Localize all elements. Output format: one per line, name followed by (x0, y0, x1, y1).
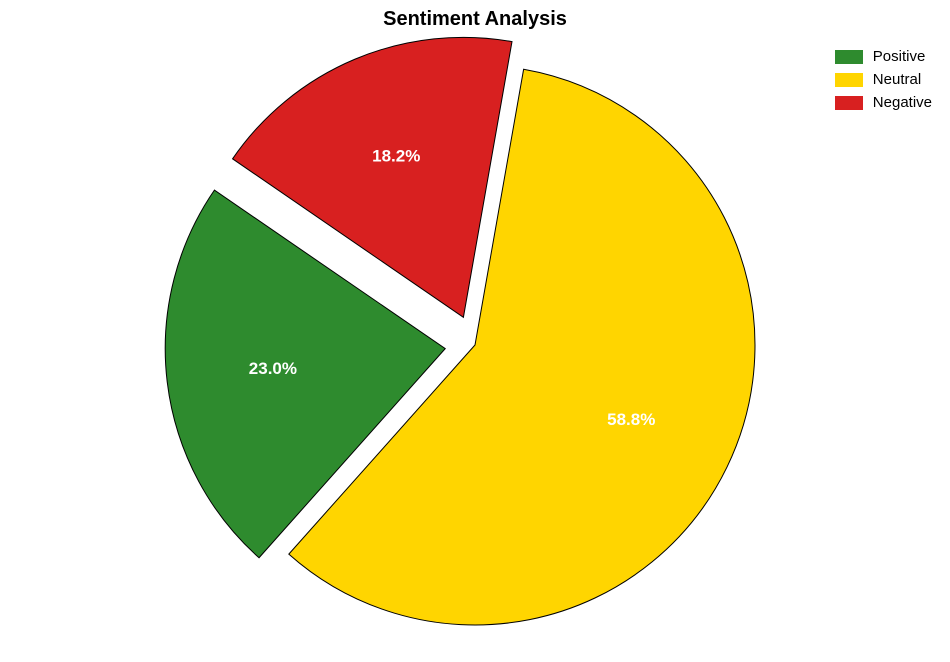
legend-item-positive: Positive (835, 48, 932, 65)
legend-label: Positive (873, 48, 926, 65)
legend-label: Negative (873, 94, 932, 111)
legend-item-neutral: Neutral (835, 71, 932, 88)
pie-label-negative: 18.2% (372, 147, 420, 166)
pie-label-neutral: 58.8% (607, 410, 655, 429)
legend-swatch-icon (835, 73, 863, 87)
chart-container: Sentiment Analysis 58.8%23.0%18.2% Posit… (0, 0, 950, 662)
legend-swatch-icon (835, 96, 863, 110)
legend-swatch-icon (835, 50, 863, 64)
legend-item-negative: Negative (835, 94, 932, 111)
legend-label: Neutral (873, 71, 921, 88)
pie-chart: 58.8% 23.0% 18.2% (0, 0, 950, 662)
legend: Positive Neutral Negative (835, 48, 932, 117)
pie-label-positive: 23.0% (249, 359, 297, 378)
